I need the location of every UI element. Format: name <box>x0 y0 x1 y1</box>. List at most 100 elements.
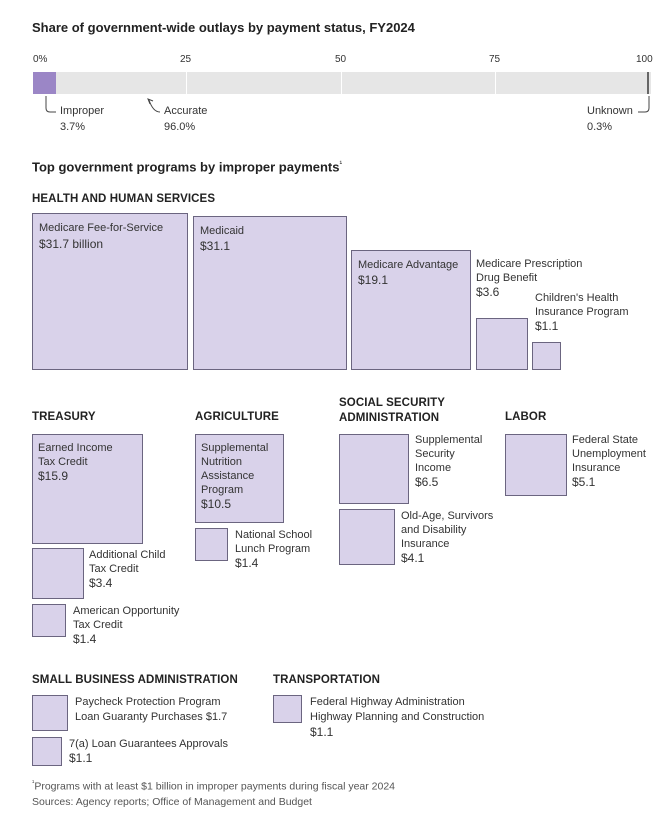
footnote-mark: ¹ <box>339 159 343 168</box>
label-line: Insurance <box>572 462 621 474</box>
label-line: Drug Benefit <box>476 272 538 284</box>
label-line: American Opportunity <box>73 605 180 617</box>
section-hhs: HEALTH AND HUMAN SERVICES <box>32 193 216 205</box>
value-ui: $5.1 <box>572 475 596 489</box>
box-7a <box>32 737 62 766</box>
value-ssi: $6.5 <box>415 475 439 489</box>
box-medicaid: Medicaid $31.1 <box>193 216 347 370</box>
value-medicare-ffs: $31.7 billion <box>39 237 104 251</box>
section-treasury: TREASURY <box>32 411 96 423</box>
value-snap: $10.5 <box>201 497 232 511</box>
label-line: National School <box>235 529 313 541</box>
section-sba: SMALL BUSINESS ADMINISTRATION <box>32 674 238 686</box>
box-medicare-rx <box>476 318 528 370</box>
tick-label: 50 <box>335 54 347 65</box>
label-line: Federal State <box>572 434 639 446</box>
footnote-text: Programs with at least $1 billion in imp… <box>34 780 396 793</box>
label-line: Income <box>415 462 452 474</box>
label-ui: Federal State Unemployment Insurance $5.1 <box>572 433 646 489</box>
label-line: Security <box>415 448 455 460</box>
label-line: and Disability <box>401 524 467 536</box>
gridline <box>186 72 187 94</box>
box-ui <box>505 434 567 496</box>
label-actc: Additional Child Tax Credit $3.4 <box>89 548 165 590</box>
label-aotc: American Opportunity Tax Credit $1.4 <box>73 604 179 646</box>
value-medicare-advantage: $19.1 <box>358 273 389 287</box>
gridline <box>495 72 496 94</box>
label-7a: 7(a) Loan Guarantees Approvals $1.1 <box>69 737 228 765</box>
improper-label: Improper <box>60 105 105 117</box>
label-nslp: National School Lunch Program $1.4 <box>235 528 312 570</box>
box-snap: Supplemental Nutrition Assistance Program $1… <box>195 434 284 523</box>
footnote: ¹Programs with at least $1 billion in im… <box>32 780 395 793</box>
accurate-arrow <box>148 99 161 113</box>
improper-segment <box>33 72 56 94</box>
box-fhwa <box>273 695 302 723</box>
value-7a: $1.1 <box>69 751 93 765</box>
box-ssi <box>339 434 409 504</box>
value-eitc: $15.9 <box>38 469 69 483</box>
label-line: Unemployment <box>572 448 646 460</box>
value-oasdi: $4.1 <box>401 551 425 565</box>
label-line: Old-Age, Survivors <box>401 510 494 522</box>
label-line: Nutrition <box>201 456 242 468</box>
label-line: Insurance Program <box>535 306 629 318</box>
label-medicare-rx: Medicare Prescription Drug Benefit $3.6 <box>476 257 582 299</box>
tick-label: 0% <box>33 54 48 65</box>
label-line: Tax Credit <box>38 456 88 468</box>
tick-label: 100 <box>636 54 653 65</box>
value-aotc: $1.4 <box>73 632 97 646</box>
label-line: Earned Income <box>38 442 113 454</box>
label-chip: Children's Health Insurance Program $1.1 <box>535 291 629 333</box>
box-ppp <box>32 695 68 731</box>
value-chip: $1.1 <box>535 319 559 333</box>
share-title: Share of government-wide outlays by paym… <box>32 20 415 35</box>
label-line: Tax Credit <box>73 619 123 631</box>
tick-label: 25 <box>180 54 192 65</box>
value-medicare-rx: $3.6 <box>476 285 500 299</box>
section-line: ADMINISTRATION <box>339 412 440 424</box>
box-medicare-ffs: Medicare Fee-for-Service $31.7 billion <box>32 213 188 370</box>
label-medicare-advantage: Medicare Advantage <box>358 259 459 271</box>
box-oasdi <box>339 509 395 565</box>
unknown-value: 0.3% <box>587 121 613 133</box>
label-line: 7(a) Loan Guarantees Approvals <box>69 738 228 750</box>
label-line: Loan Guaranty Purchases $1.7 <box>75 711 228 723</box>
label-ppp: Paycheck Protection Program Loan Guaranty… <box>75 695 227 725</box>
box-medicare-advantage: Medicare Advantage $19.1 <box>351 250 471 370</box>
box-eitc: Earned Income Tax Credit $15.9 <box>32 434 143 544</box>
section-agriculture: AGRICULTURE <box>195 411 279 423</box>
gridline <box>341 72 342 94</box>
label-line: Program <box>201 484 244 496</box>
section-transportation: TRANSPORTATION <box>273 674 381 686</box>
value-fhwa: $1.1 <box>310 725 334 739</box>
box-actc <box>32 548 84 599</box>
value-nslp: $1.4 <box>235 556 259 570</box>
unknown-arrow <box>638 96 650 113</box>
label-line: Federal Highway Administration <box>310 696 465 708</box>
label-oasdi: Old-Age, Survivors and Disability Insuranc… <box>401 509 493 565</box>
label-ssi: Supplemental Security Income $6.5 <box>415 433 482 489</box>
label-snap: Supplemental Nutrition Assistance Program $1… <box>201 441 268 511</box>
unknown-segment <box>647 72 649 94</box>
annotation-arrows <box>45 96 650 113</box>
accurate-label: Accurate <box>164 105 208 117</box>
box-aotc <box>32 604 66 637</box>
programs-title-text: Top government programs by improper paym… <box>32 159 340 175</box>
footnote-mark: ¹ <box>32 780 35 787</box>
value-medicaid: $31.1 <box>200 239 231 253</box>
box-chip <box>532 342 561 370</box>
accurate-value: 96.0% <box>164 121 196 133</box>
label-medicaid: Medicaid <box>200 225 245 237</box>
label-line: Assistance <box>201 470 255 482</box>
improper-arrow <box>45 96 56 113</box>
unknown-label: Unknown <box>587 105 633 117</box>
label-line: Supplemental <box>201 442 269 454</box>
section-line: SOCIAL SECURITY <box>339 397 446 409</box>
share-bar-track <box>33 72 651 94</box>
label-line: Insurance <box>401 538 450 550</box>
section-labor: LABOR <box>505 411 547 423</box>
label-line: Highway Planning and Construction <box>310 711 485 723</box>
label-line: Children's Health <box>535 292 619 304</box>
label-eitc: Earned Income Tax Credit $15.9 <box>38 441 113 483</box>
